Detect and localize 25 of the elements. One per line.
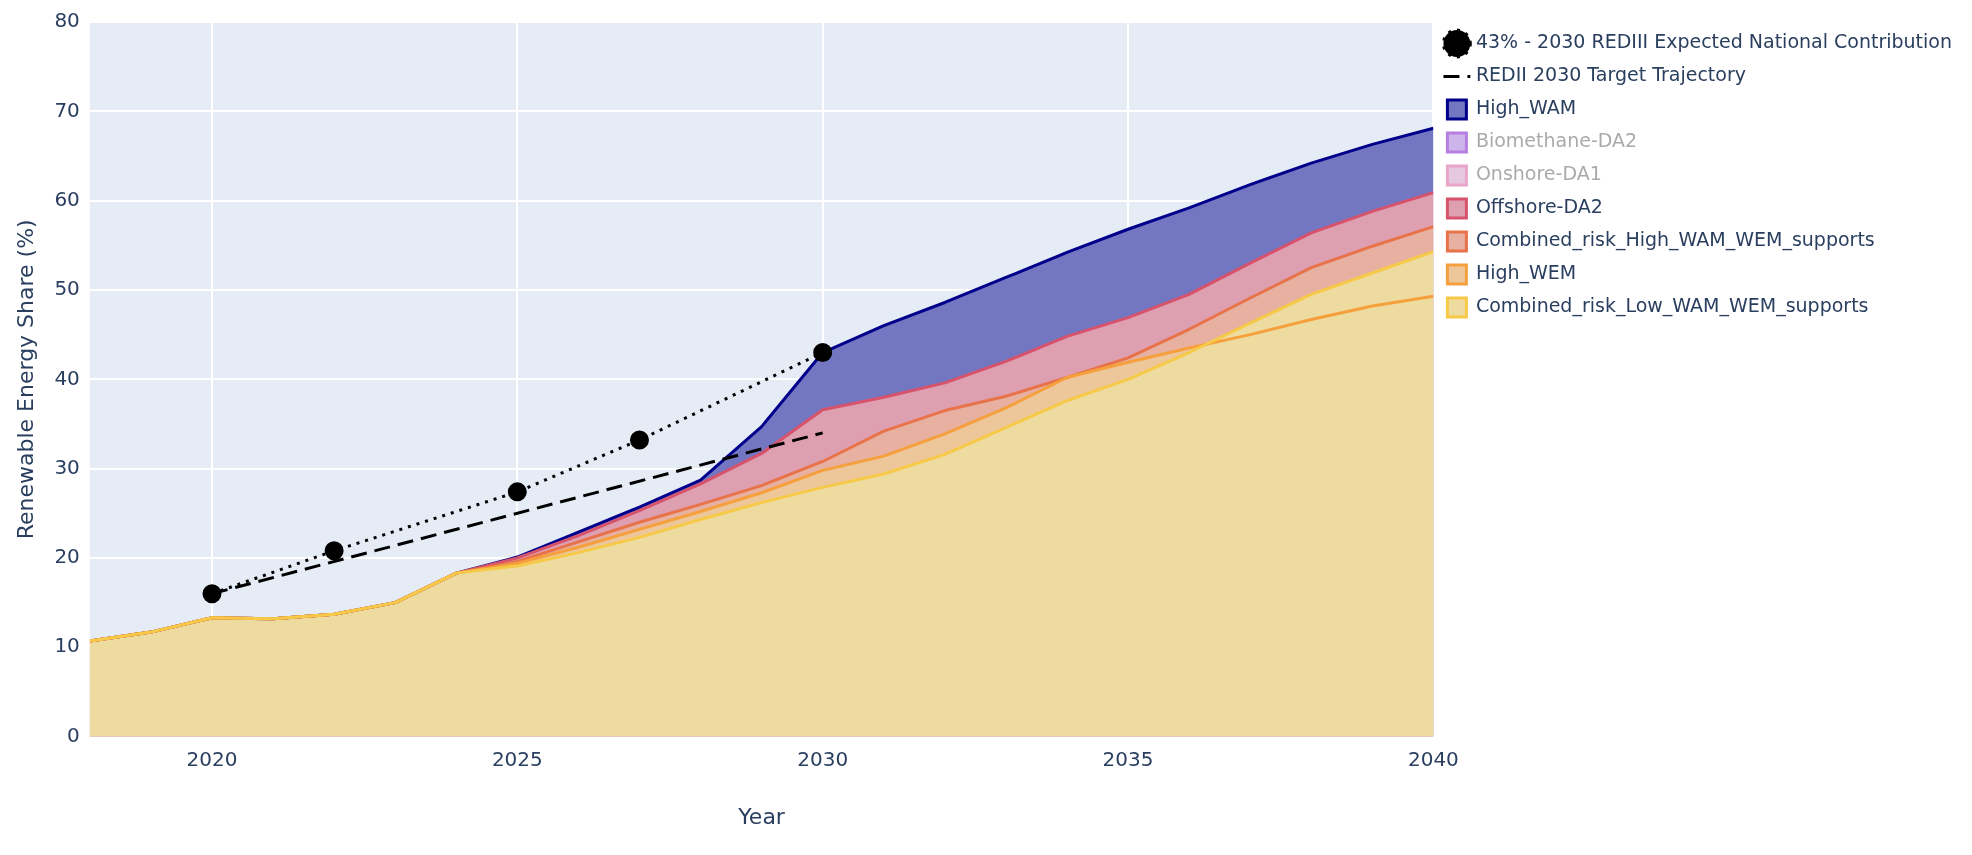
y-tick-label: 20 bbox=[54, 544, 80, 569]
y-tick-label: 50 bbox=[54, 276, 80, 301]
x-tick-label: 2030 bbox=[797, 746, 849, 771]
y-tick-label: 30 bbox=[54, 454, 80, 479]
x-tick-label: 2035 bbox=[1102, 746, 1154, 771]
y-tick-label: 80 bbox=[54, 8, 80, 33]
y-axis-title: Renewable Energy Share (%) bbox=[12, 219, 38, 540]
legend-label: High_WEM bbox=[1475, 261, 1577, 285]
y-tick-label: 10 bbox=[54, 633, 80, 658]
y-tick-label: 40 bbox=[54, 365, 80, 390]
x-tick-label: 2025 bbox=[491, 746, 543, 771]
x-tick-label: 2040 bbox=[1407, 746, 1459, 771]
x-tick-label: 2020 bbox=[186, 746, 238, 771]
legend-label: Offshore-DA2 bbox=[1475, 195, 1603, 218]
x-axis-title: Year bbox=[737, 803, 786, 829]
legend-label: Combined_risk_Low_WAM_WEM_supports bbox=[1475, 294, 1869, 318]
legend-label: High_WAM bbox=[1475, 96, 1577, 120]
legend-label: Onshore-DA1 bbox=[1475, 162, 1602, 185]
legend-label: Combined_risk_High_WAM_WEM_supports bbox=[1475, 228, 1875, 252]
y-tick-label: 60 bbox=[54, 186, 80, 211]
legend-label: Biomethane-DA2 bbox=[1475, 129, 1638, 152]
legend-label: 43% - 2030 REDIII Expected National Contribution bbox=[1475, 30, 1953, 53]
y-tick-label: 0 bbox=[67, 722, 80, 747]
legend-label: REDII 2030 Target Trajectory bbox=[1475, 63, 1747, 86]
y-tick-label: 70 bbox=[54, 97, 80, 122]
